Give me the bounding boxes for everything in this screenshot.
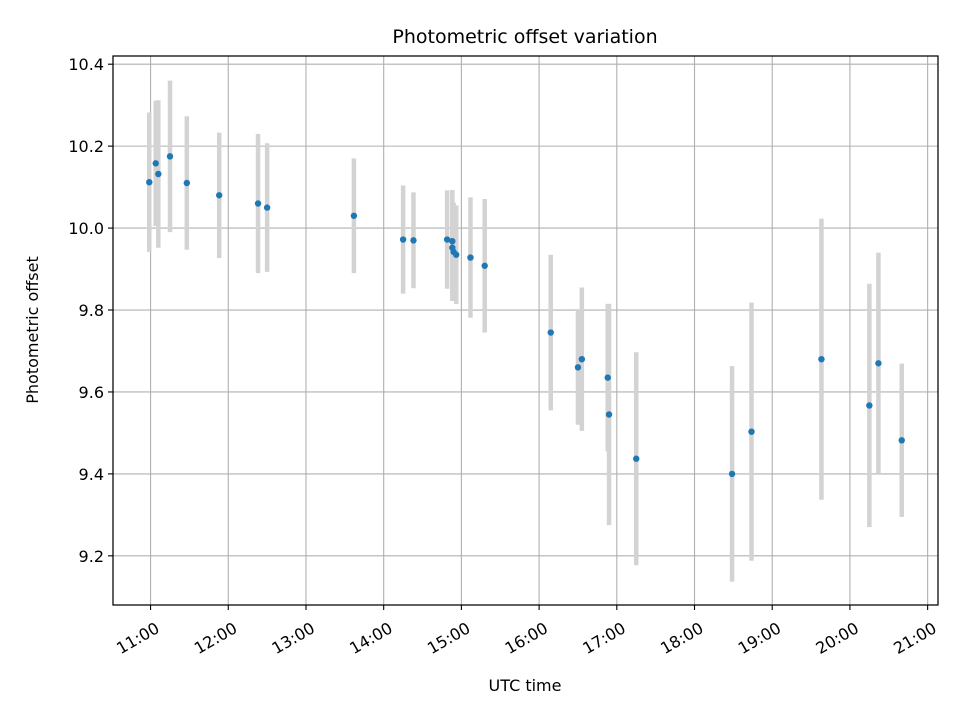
data-point [481,262,488,269]
data-point [263,204,271,211]
data-point [578,355,586,363]
data-point [453,251,460,258]
grid-lines [113,56,938,605]
data-point [399,236,407,243]
data-point [818,355,825,363]
data-point [574,364,582,371]
data-point [604,374,611,381]
data-point [350,212,358,219]
y-tick-label: 9.2 [79,547,104,566]
chart-title: Photometric offset variation [392,26,657,48]
y-tick-label: 10.0 [68,219,104,238]
data-point [152,160,159,167]
y-tick-label: 10.2 [68,137,104,156]
data-point [449,237,456,245]
y-axis-title: Photometric offset [23,256,42,404]
data-point [748,428,755,435]
y-tick-label: 9.8 [79,301,104,320]
data-point [898,437,905,444]
plot-frame [112,55,939,606]
data-point [875,360,882,367]
data-point [410,237,417,244]
y-tick-label: 10.4 [68,55,104,74]
data-point [443,236,451,243]
y-axis-ticks: 9.2 9.4 9.6 9.8 10.0 10.2 10.4 [68,55,113,566]
data-point [633,455,640,462]
data-point [155,170,162,178]
data-point [547,329,554,336]
data-point [605,411,613,418]
y-tick-label: 9.4 [79,465,104,484]
y-tick-label: 9.6 [79,383,104,402]
data-point [866,402,873,409]
data-point [728,470,736,478]
data-point [183,179,191,187]
data-point [254,200,262,207]
data-point [216,192,223,199]
data-points [146,153,905,478]
data-point [146,178,153,186]
x-axis-title: UTC time [489,676,562,695]
data-point [166,153,174,160]
data-point [467,254,474,261]
